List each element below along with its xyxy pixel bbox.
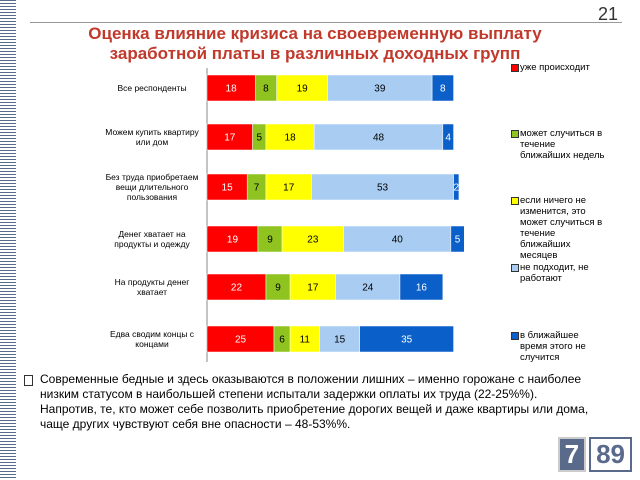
bar-segment bbox=[206, 74, 256, 102]
data-label: 18 bbox=[285, 133, 297, 144]
bar-segment bbox=[311, 173, 454, 201]
bar-segment bbox=[206, 173, 248, 201]
logo: 7 89 bbox=[557, 437, 632, 472]
data-label: 23 bbox=[307, 235, 319, 246]
bar-segment bbox=[206, 225, 259, 253]
data-label: 9 bbox=[267, 235, 273, 246]
category-label: Без труда приобретаем вещи длительного п… bbox=[105, 172, 199, 202]
legend-swatch bbox=[511, 332, 519, 340]
legend-label: может случиться в течение ближайших неде… bbox=[520, 128, 605, 161]
data-label: 8 bbox=[440, 84, 446, 95]
data-label: 5 bbox=[256, 133, 262, 144]
bar-segment bbox=[265, 173, 312, 201]
bar-segment bbox=[289, 325, 320, 353]
legend-label: уже происходит bbox=[520, 62, 590, 73]
data-label: 19 bbox=[297, 84, 309, 95]
body-text: Современные бедные и здесь оказываются в… bbox=[24, 372, 595, 432]
top-rule bbox=[30, 22, 622, 23]
legend-item: может случиться в течение ближайших неде… bbox=[511, 128, 608, 161]
data-label: 2 bbox=[453, 183, 459, 194]
bar-segment bbox=[359, 325, 454, 353]
legend-swatch bbox=[511, 64, 519, 72]
legend-item: не подходит, не работают bbox=[511, 262, 608, 284]
logo-part: 7 bbox=[557, 437, 587, 472]
bar-segment bbox=[289, 273, 336, 301]
bar-segment bbox=[281, 225, 344, 253]
bar-segment bbox=[265, 273, 291, 301]
data-label: 17 bbox=[307, 283, 319, 294]
category-label: На продукты денег хватает bbox=[114, 277, 190, 297]
data-label: 11 bbox=[300, 335, 311, 346]
bar-segment bbox=[257, 225, 283, 253]
bar-segment bbox=[431, 74, 454, 102]
data-label: 4 bbox=[445, 133, 451, 144]
category-label: Все респонденты bbox=[117, 83, 187, 93]
bar-segment bbox=[399, 273, 444, 301]
legend-swatch bbox=[511, 264, 519, 272]
legend-item: если ничего не изменится, это может случ… bbox=[511, 195, 608, 261]
bar-segment bbox=[450, 225, 465, 253]
legend-label: если ничего не изменится, это может случ… bbox=[520, 195, 603, 261]
data-label: 17 bbox=[224, 133, 236, 144]
data-label: 40 bbox=[392, 235, 404, 246]
legend-item: уже происходит bbox=[511, 62, 608, 73]
bar-segment bbox=[343, 225, 452, 253]
chart-title: Оценка влияние кризиса на своевременную … bbox=[88, 24, 542, 63]
data-label: 16 bbox=[416, 283, 428, 294]
data-label: 15 bbox=[334, 335, 346, 346]
bar-segment bbox=[206, 273, 267, 301]
legend-swatch bbox=[511, 130, 519, 138]
category-label: Можем купить квартиру или дом bbox=[105, 127, 199, 147]
category-label: Денег хватает на продукты и одежду bbox=[114, 229, 190, 249]
bar-segment bbox=[276, 74, 328, 102]
bar-segment bbox=[453, 173, 460, 201]
data-label: 17 bbox=[283, 183, 295, 194]
bar-segment bbox=[206, 325, 275, 353]
data-label: 7 bbox=[254, 183, 260, 194]
data-label: 15 bbox=[222, 183, 234, 194]
data-label: 19 bbox=[227, 235, 239, 246]
data-label: 8 bbox=[263, 84, 269, 95]
bar-segment bbox=[319, 325, 361, 353]
data-label: 25 bbox=[235, 335, 247, 346]
legend-label: не подходит, не работают bbox=[520, 262, 589, 284]
legend-swatch bbox=[511, 197, 519, 205]
bar-segment bbox=[335, 273, 401, 301]
logo-part: 89 bbox=[589, 437, 632, 472]
data-label: 22 bbox=[231, 283, 243, 294]
bar-segment bbox=[327, 74, 433, 102]
data-label: 39 bbox=[374, 84, 386, 95]
data-label: 9 bbox=[275, 283, 281, 294]
data-label: 6 bbox=[279, 335, 285, 346]
category-label: Едва сводим концы с концами bbox=[109, 329, 195, 349]
decor-stripe bbox=[0, 0, 16, 480]
data-label: 35 bbox=[401, 335, 413, 346]
bar-segment bbox=[206, 123, 253, 151]
data-label: 5 bbox=[455, 235, 461, 246]
data-label: 48 bbox=[373, 133, 385, 144]
data-label: 24 bbox=[362, 283, 374, 294]
data-label: 53 bbox=[377, 183, 389, 194]
page-number: 21 bbox=[597, 4, 618, 24]
legend-label: в ближайшее время этого не случится bbox=[520, 330, 586, 363]
bar-segment bbox=[265, 123, 315, 151]
legend-item: в ближайшее время этого не случится bbox=[511, 330, 608, 363]
data-label: 18 bbox=[226, 84, 238, 95]
bar-segment bbox=[442, 123, 454, 151]
